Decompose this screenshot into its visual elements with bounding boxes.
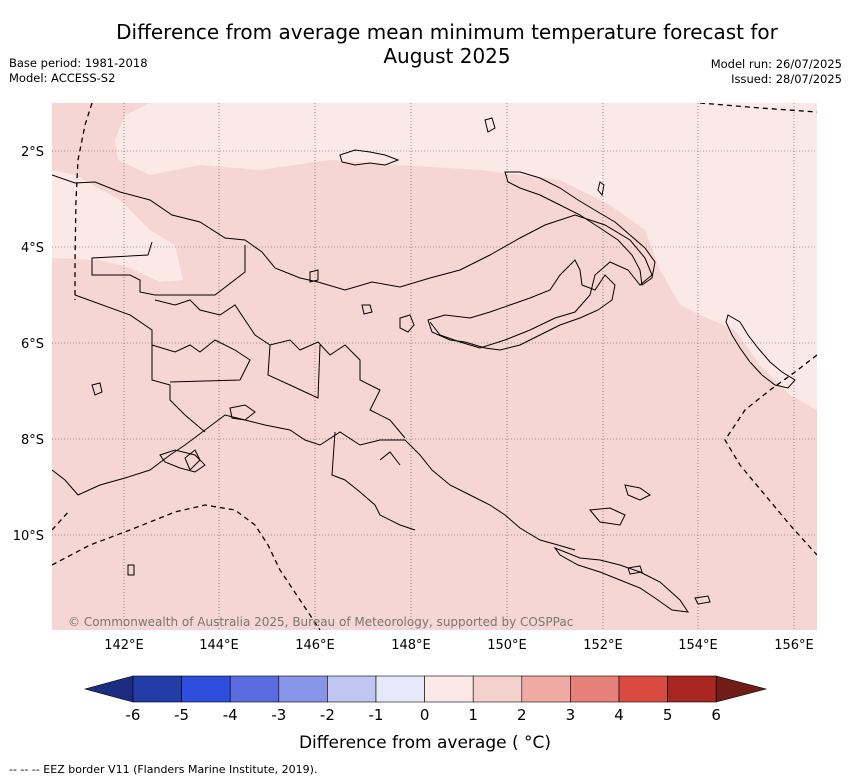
island-10	[229, 404, 256, 421]
province-lines-4	[331, 431, 416, 531]
papuan-tip-islands	[553, 546, 690, 613]
title-line-2: August 2025	[383, 44, 511, 68]
light-region-west	[52, 170, 183, 282]
colorbar-tick-label: 0	[419, 706, 430, 724]
fly-delta	[159, 449, 206, 473]
colorbar-segment	[181, 675, 231, 703]
colorbar	[83, 675, 768, 703]
island-5	[694, 595, 711, 605]
lon-label: 154°E	[678, 638, 718, 653]
colorbar-tick-label: 2	[517, 706, 527, 724]
coastlines	[52, 117, 796, 613]
lat-label: 6°S	[21, 337, 44, 352]
colorbar-segment	[618, 675, 668, 703]
island-2	[597, 181, 605, 197]
colorbar-tick-label: -4	[222, 706, 238, 724]
model-run-text: Model run: 26/07/2025	[710, 57, 842, 71]
lon-label: 152°E	[583, 638, 623, 653]
lat-label: 4°S	[21, 241, 44, 256]
lon-label: 146°E	[295, 638, 335, 653]
eez-borders	[52, 103, 817, 630]
lat-labels: 2°S 4°S 6°S 8°S 10°S	[13, 145, 44, 544]
colorbar-segment	[667, 675, 717, 703]
png-border-north	[91, 241, 246, 296]
title-line-1: Difference from average mean minimum tem…	[116, 20, 778, 44]
colorbar-segment	[424, 675, 474, 703]
lon-labels: 142°E 144°E 146°E 148°E 150°E 152°E 154°…	[104, 638, 814, 653]
island-3	[399, 314, 415, 333]
colorbar-tick-label: 6	[711, 706, 721, 724]
run-info: Model run: 26/07/2025 Issued: 28/07/2025	[711, 57, 842, 87]
island-7	[361, 304, 373, 315]
island-8	[127, 564, 135, 576]
island-1	[484, 117, 496, 133]
model-text: Model: ACCESS-S2	[9, 71, 116, 85]
island-9	[91, 382, 103, 396]
colorbar-segment	[570, 675, 620, 703]
province-lines	[154, 299, 406, 439]
new-guinea-coast-south	[52, 414, 576, 551]
png-border	[74, 294, 206, 433]
colorbar-segment	[472, 675, 523, 703]
colorbar-under-arrow	[83, 675, 134, 703]
lon-label: 148°E	[391, 638, 431, 653]
colorbar-segment	[375, 675, 425, 703]
eez-legend: -- -- -- EEZ border V11 (Flanders Marine…	[9, 763, 318, 776]
lon-label: 142°E	[104, 638, 144, 653]
trobriand	[624, 484, 651, 501]
colorbar-tick-label: -5	[174, 706, 190, 724]
colorbar-segment	[132, 675, 182, 703]
lat-label: 8°S	[21, 433, 44, 448]
colorbar-tick-label: 5	[662, 706, 673, 724]
dentrecasteaux	[589, 507, 626, 526]
lat-label: 2°S	[21, 145, 44, 160]
new-britain	[427, 259, 616, 351]
colorbar-tick-label: 3	[565, 706, 576, 724]
base-period-text: Base period: 1981-2018	[9, 56, 148, 70]
lon-label: 144°E	[199, 638, 239, 653]
colorbar-segment	[521, 675, 571, 703]
colorbar-tick-label: -3	[271, 706, 287, 724]
colorbar-tick-label: 1	[468, 706, 478, 724]
colorbar-label: Difference from average ( °C)	[298, 733, 552, 753]
colorbar-tick-label: -2	[319, 706, 335, 724]
chart-title: Difference from average mean minimum tem…	[60, 20, 834, 68]
island-4	[309, 269, 319, 283]
colorbar-over-arrow	[715, 675, 768, 703]
lon-label: 156°E	[774, 638, 814, 653]
province-lines-3	[267, 344, 321, 399]
colorbar-segment	[327, 675, 377, 703]
province-lines-2	[151, 339, 251, 383]
lat-label: 10°S	[13, 529, 44, 544]
lon-label: 150°E	[487, 638, 527, 653]
colorbar-tick-label: -6	[125, 706, 141, 724]
lake-murray	[184, 449, 201, 471]
new-guinea-coast-north	[52, 174, 653, 349]
model-info: Base period: 1981-2018 Model: ACCESS-S2	[9, 56, 148, 86]
manus	[339, 149, 400, 166]
new-ireland	[504, 171, 656, 286]
colorbar-segment	[278, 675, 328, 703]
issued-text: Issued: 28/07/2025	[731, 72, 842, 86]
island-6	[627, 565, 643, 575]
bougainville	[725, 314, 796, 389]
copyright-text: © Commonwealth of Australia 2025, Bureau…	[68, 615, 573, 629]
colorbar-tick-label: 4	[614, 706, 624, 724]
province-lines-5	[379, 451, 401, 466]
colorbar-segment	[229, 675, 280, 703]
colorbar-tick-label: -1	[368, 706, 384, 724]
light-region-north	[52, 103, 817, 410]
